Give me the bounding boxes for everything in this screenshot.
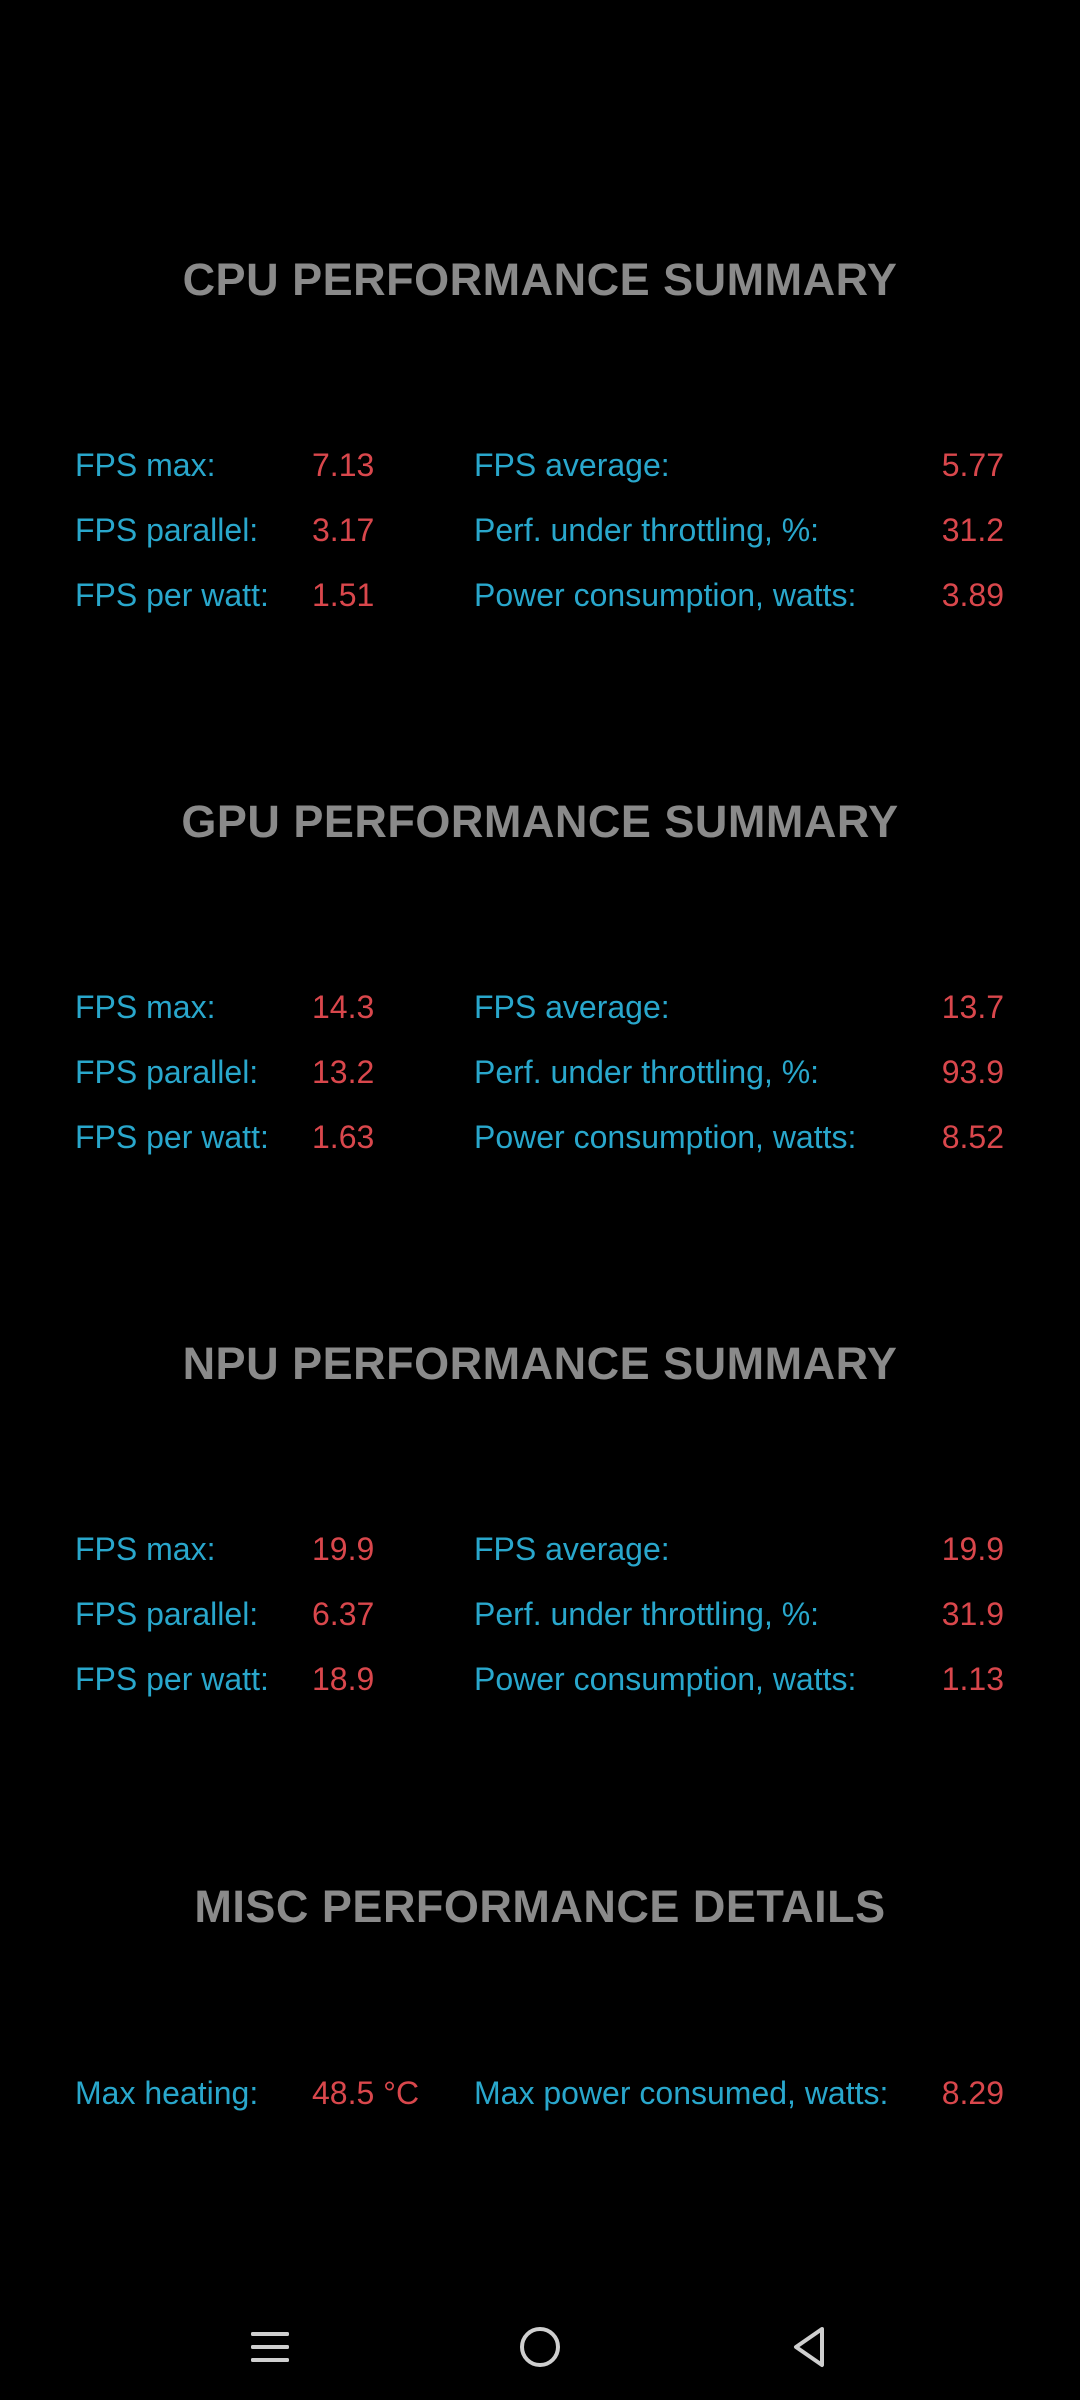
metric-label: Perf. under throttling, %: (474, 512, 820, 548)
back-button[interactable] (765, 2302, 855, 2392)
navigation-bar (0, 2290, 1080, 2400)
metric-value: 1.63 (312, 1119, 375, 1155)
npu-row-fps-parallel: FPS parallel: 6.37 Perf. under throttlin… (0, 1589, 1080, 1639)
metric-value: 18.9 (312, 1661, 375, 1697)
metric-value: 1.51 (312, 577, 375, 613)
npu-row-fps-per-watt: FPS per watt: 18.9 Power consumption, wa… (0, 1654, 1080, 1704)
metric-label: FPS per watt: (75, 577, 269, 613)
metric-value: 8.52 (941, 1119, 1004, 1155)
metric-label: FPS parallel: (75, 512, 259, 548)
metric-label: FPS max: (75, 447, 216, 483)
metric-value: 31.2 (941, 512, 1004, 548)
metric-value: 48.5 °C (312, 2075, 420, 2111)
misc-row-max-heating: Max heating: 48.5 °C Max power consumed,… (0, 2068, 1080, 2118)
metric-value: 7.13 (312, 447, 375, 483)
gpu-row-fps-per-watt: FPS per watt: 1.63 Power consumption, wa… (0, 1112, 1080, 1162)
metric-value: 14.3 (312, 989, 375, 1025)
metric-value: 8.29 (941, 2075, 1004, 2111)
metric-value: 13.7 (941, 989, 1004, 1025)
cpu-section-title: CPU PERFORMANCE SUMMARY (182, 254, 898, 305)
gpu-row-fps-parallel: FPS parallel: 13.2 Perf. under throttlin… (0, 1047, 1080, 1097)
metric-label: FPS average: (474, 1531, 670, 1567)
metric-value: 3.89 (941, 577, 1004, 613)
cpu-row-fps-max: FPS max: 7.13 FPS average: 5.77 (0, 440, 1080, 490)
metric-label: FPS average: (474, 989, 670, 1025)
metric-label: FPS max: (75, 1531, 216, 1567)
metric-label: FPS per watt: (75, 1661, 269, 1697)
metric-value: 93.9 (941, 1054, 1004, 1090)
home-circle-icon (520, 2327, 560, 2367)
home-button[interactable] (495, 2302, 585, 2392)
metric-value: 19.9 (941, 1531, 1004, 1567)
metric-label: Power consumption, watts: (474, 577, 857, 613)
metric-label: Perf. under throttling, %: (474, 1596, 820, 1632)
metric-label: Power consumption, watts: (474, 1119, 857, 1155)
metric-value: 5.77 (941, 447, 1004, 483)
menu-icon (251, 2332, 289, 2362)
metric-value: 6.37 (312, 1596, 375, 1632)
metric-value: 1.13 (941, 1661, 1004, 1697)
gpu-row-fps-max: FPS max: 14.3 FPS average: 13.7 (0, 982, 1080, 1032)
cpu-row-fps-per-watt: FPS per watt: 1.51 Power consumption, wa… (0, 570, 1080, 620)
recent-apps-button[interactable] (225, 2302, 315, 2392)
metric-label: FPS parallel: (75, 1054, 259, 1090)
metric-value: 3.17 (312, 512, 375, 548)
metric-value: 13.2 (312, 1054, 375, 1090)
metric-label: FPS max: (75, 989, 216, 1025)
metric-value: 19.9 (312, 1531, 375, 1567)
back-triangle-icon (794, 2327, 824, 2367)
npu-row-fps-max: FPS max: 19.9 FPS average: 19.9 (0, 1524, 1080, 1574)
npu-section-title: NPU PERFORMANCE SUMMARY (182, 1338, 898, 1389)
metric-label: FPS average: (474, 447, 670, 483)
metric-value: 31.9 (941, 1596, 1004, 1632)
misc-section-title: MISC PERFORMANCE DETAILS (194, 1881, 886, 1932)
gpu-section-title: GPU PERFORMANCE SUMMARY (181, 796, 899, 847)
metric-label: FPS per watt: (75, 1119, 269, 1155)
metric-label: Max heating: (75, 2075, 259, 2111)
metric-label: FPS parallel: (75, 1596, 259, 1632)
metric-label: Perf. under throttling, %: (474, 1054, 820, 1090)
metric-label: Max power consumed, watts: (474, 2075, 889, 2111)
cpu-row-fps-parallel: FPS parallel: 3.17 Perf. under throttlin… (0, 505, 1080, 555)
metric-label: Power consumption, watts: (474, 1661, 857, 1697)
